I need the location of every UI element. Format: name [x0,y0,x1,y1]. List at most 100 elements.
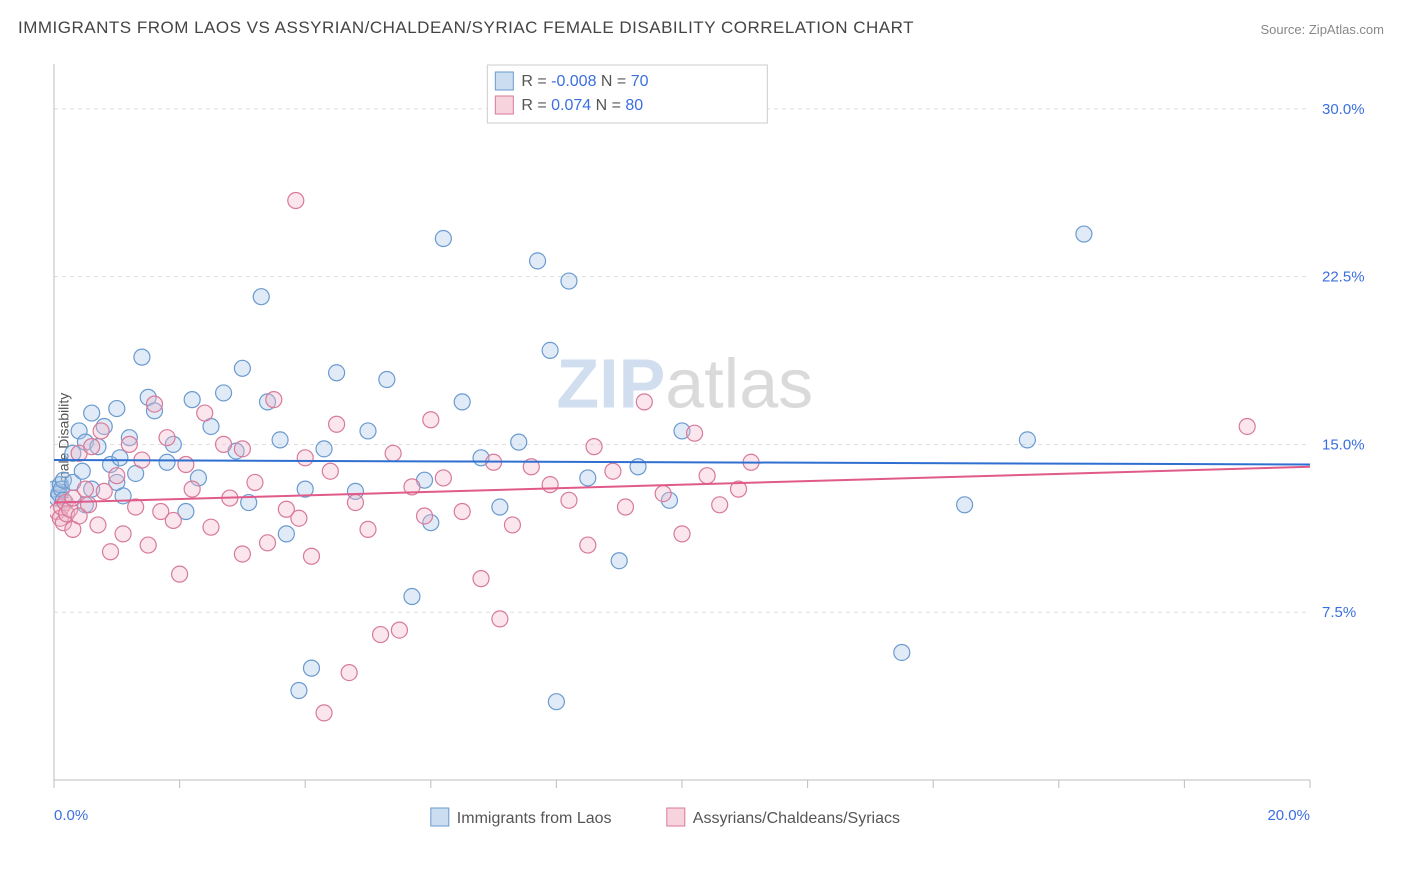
y-tick-label: 30.0% [1322,101,1365,118]
data-point [454,504,470,520]
data-point [329,416,345,432]
data-point [1239,418,1255,434]
scatter-plot: ZIPatlas 7.5% 15.0% 22.5% 30.0% 0.0% 20.0% R = … [50,60,1380,830]
data-point [109,468,125,484]
data-point [655,486,671,502]
data-point [297,450,313,466]
data-point [894,644,910,660]
data-point [165,512,181,528]
data-point [957,497,973,513]
legend-swatch [667,808,685,826]
data-point [109,401,125,417]
legend-swatch [495,72,513,90]
data-point [96,483,112,499]
data-point [617,499,633,515]
data-point [184,481,200,497]
data-point [404,589,420,605]
data-point [699,468,715,484]
data-point [360,423,376,439]
source-site: ZipAtlas.com [1309,22,1384,37]
chart-title: IMMIGRANTS FROM LAOS VS ASSYRIAN/CHALDEA… [18,18,914,38]
data-point [674,526,690,542]
legend-swatch [431,808,449,826]
data-point [90,517,106,533]
data-point [159,430,175,446]
data-point [360,521,376,537]
legend-swatch [495,96,513,114]
data-point [1076,226,1092,242]
trend-line [54,467,1310,503]
data-point [454,394,470,410]
data-point [636,394,652,410]
data-point [605,463,621,479]
data-point [247,474,263,490]
x-tick-label: 0.0% [54,807,88,824]
data-point [178,457,194,473]
data-point [291,683,307,699]
data-point [347,495,363,511]
legend-bottom-label: Immigrants from Laos [457,810,612,827]
legend-top-text: R = -0.008 N = 70 [521,73,648,90]
data-point [580,470,596,486]
data-point [586,439,602,455]
data-point [492,611,508,627]
data-point [322,463,338,479]
data-point [423,412,439,428]
chart-container: IMMIGRANTS FROM LAOS VS ASSYRIAN/CHALDEA… [0,0,1406,892]
data-point [511,434,527,450]
data-point [548,694,564,710]
data-point [134,349,150,365]
y-tick-label: 15.0% [1322,436,1365,453]
data-point [84,405,100,421]
data-point [112,450,128,466]
trend-line [54,460,1310,464]
data-point [504,517,520,533]
data-point [341,665,357,681]
data-point [687,425,703,441]
data-point [216,436,232,452]
legend-bottom-label: Assyrians/Chaldeans/Syriacs [693,810,900,827]
data-point [84,439,100,455]
y-tick-label: 22.5% [1322,269,1365,286]
data-point [288,192,304,208]
data-point [542,342,558,358]
data-point [172,566,188,582]
data-point [81,497,97,513]
data-point [278,526,294,542]
data-point [234,360,250,376]
data-point [492,499,508,515]
watermark: ZIPatlas [556,345,813,423]
y-tick-label: 7.5% [1322,604,1356,621]
data-point [379,371,395,387]
data-point [272,432,288,448]
data-point [1019,432,1035,448]
data-point [121,436,137,452]
data-point [373,627,389,643]
data-point [115,526,131,542]
data-point [316,705,332,721]
x-tick-label: 20.0% [1267,807,1310,824]
data-point [473,571,489,587]
data-point [391,622,407,638]
source-credit: Source: ZipAtlas.com [1260,22,1384,37]
data-point [542,477,558,493]
data-point [103,544,119,560]
data-point [611,553,627,569]
data-point [253,289,269,305]
data-point [561,273,577,289]
data-point [435,470,451,486]
data-point [74,463,90,479]
data-point [216,385,232,401]
data-point [197,405,213,421]
data-point [77,481,93,497]
data-point [303,660,319,676]
data-point [561,492,577,508]
data-point [128,499,144,515]
data-point [266,392,282,408]
data-point [435,231,451,247]
data-point [260,535,276,551]
data-point [159,454,175,470]
data-point [146,396,162,412]
legend-top-text: R = 0.074 N = 80 [521,97,643,114]
data-point [316,441,332,457]
